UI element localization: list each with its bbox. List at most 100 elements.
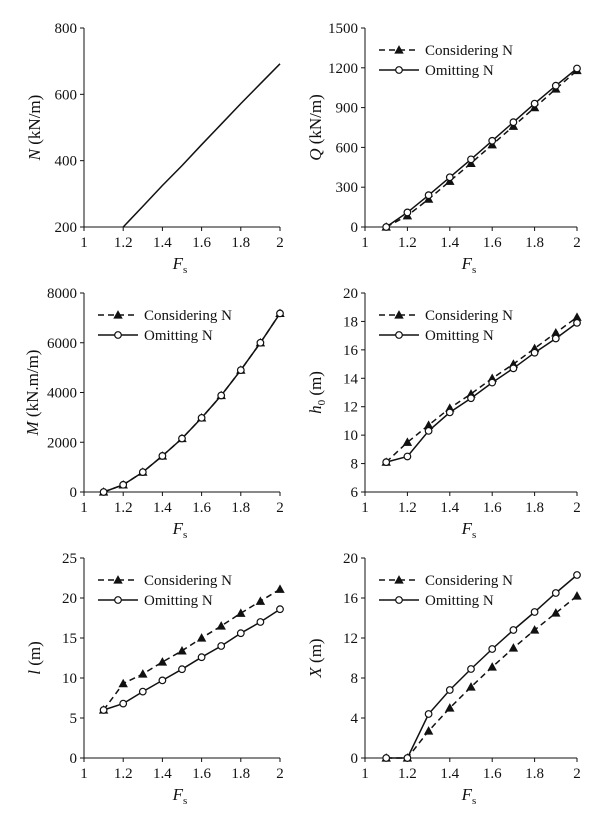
y-tick-label: 10: [62, 671, 77, 687]
data-point: [488, 378, 497, 387]
x-axis-label: Fs: [461, 519, 477, 541]
y-axis-label: l (m): [25, 641, 44, 675]
y-axis-label-main: h: [306, 405, 325, 414]
y-tick-label: 900: [336, 101, 359, 117]
series-line-considering-n: [386, 595, 578, 759]
legend-entry-label: Omitting N: [425, 328, 494, 344]
y-tick-label: 14: [343, 371, 359, 387]
x-tick-label: 1.2: [114, 766, 133, 782]
x-tick-label: 1.4: [153, 500, 172, 516]
data-point: [445, 173, 454, 182]
x-tick-label: 1: [361, 766, 369, 782]
panel-h0: 6 8 10 12 14 16 18 20 1 1.2 1.4 1.6 1.8 2 Fs h0 (m) Cons…: [306, 286, 582, 541]
x-axis-label-main: F: [172, 254, 184, 273]
data-point: [529, 625, 540, 634]
y-axis-label-main: l: [25, 670, 44, 675]
legend-marker: [394, 575, 404, 584]
legend-entry-label: Considering N: [425, 308, 513, 324]
legend-entry-label: Considering N: [144, 308, 232, 324]
y-tick-label: 0: [351, 751, 359, 767]
y-axis-label-unit: (kN/m): [25, 95, 44, 149]
x-axis-label: Fs: [172, 519, 188, 541]
series-line-considering-n: [385, 316, 578, 463]
x-axis-label-main: F: [461, 785, 473, 804]
data-point: [256, 618, 265, 626]
x-tick-label: 1.4: [153, 766, 172, 782]
y-tick-label: 16: [343, 343, 359, 359]
x-tick-label: 2: [276, 500, 284, 516]
data-point: [487, 662, 497, 671]
legend-entry-label: Omitting N: [144, 328, 213, 344]
y-axis-label-unit: (m): [306, 371, 325, 400]
data-point: [551, 589, 560, 597]
data-point: [276, 605, 284, 614]
data-point: [551, 608, 561, 617]
data-point: [445, 408, 454, 417]
data-point: [403, 452, 412, 461]
data-point: [573, 318, 581, 327]
y-tick-label: 10: [343, 428, 358, 444]
y-tick-label: 25: [62, 551, 77, 567]
legend-entry-label: Omitting N: [144, 593, 213, 609]
y-axis-label-main: N: [25, 147, 44, 161]
y-tick-label: 18: [343, 314, 358, 330]
data-point: [217, 642, 226, 650]
y-axis-label-unit: (kN/m): [306, 94, 325, 148]
x-tick-label: 1.6: [483, 766, 502, 782]
y-tick-label: 1200: [328, 61, 358, 77]
x-tick-label: 1.2: [398, 235, 417, 251]
y-tick-label: 20: [62, 591, 77, 607]
legend-entry-label: Considering N: [425, 573, 513, 589]
x-tick-label: 1.6: [483, 235, 502, 251]
y-tick-label: 600: [55, 87, 78, 103]
series-line-omitting-n: [103, 312, 281, 493]
x-tick-label: 2: [573, 235, 581, 251]
series-line-considering-n: [102, 588, 281, 711]
x-axis-label-main: F: [461, 254, 473, 273]
data-point: [530, 99, 539, 108]
y-tick-label: 8: [351, 671, 359, 687]
x-tick-label: 1.8: [525, 500, 544, 516]
data-point: [217, 391, 226, 400]
data-point: [423, 726, 434, 735]
y-axis-label: X (m): [306, 638, 325, 678]
data-point: [445, 703, 455, 712]
legend-marker: [395, 596, 403, 604]
legend-marker: [113, 310, 123, 319]
legend-entry-label: Omitting N: [425, 593, 494, 609]
data-point: [99, 488, 108, 496]
data-point: [467, 665, 475, 673]
legend-marker: [114, 331, 122, 339]
y-axis-label-main: X: [306, 667, 325, 679]
y-tick-label: 1500: [328, 21, 358, 37]
y-tick-label: 12: [343, 400, 358, 416]
y-tick-label: 6: [351, 485, 359, 501]
x-tick-label: 1.6: [192, 500, 211, 516]
y-tick-label: 300: [336, 180, 359, 196]
x-tick-label: 1.4: [440, 235, 459, 251]
y-tick-label: 800: [55, 21, 78, 37]
data-point: [118, 678, 128, 688]
data-point: [467, 394, 475, 403]
y-axis-label-unit: (kN.m/m): [23, 350, 42, 422]
x-tick-label: 1.8: [525, 766, 544, 782]
y-tick-label: 0: [70, 485, 78, 501]
x-tick-label: 2: [276, 766, 284, 782]
data-point: [382, 223, 391, 231]
data-point: [119, 480, 128, 489]
data-point: [403, 208, 412, 217]
y-tick-label: 2000: [47, 435, 77, 451]
data-point: [177, 645, 187, 655]
data-point: [530, 348, 539, 357]
y-axis-label-unit: (m): [306, 638, 325, 667]
y-tick-label: 4000: [47, 386, 77, 402]
legend-marker: [113, 575, 123, 584]
x-tick-label: 1.4: [153, 235, 172, 251]
x-tick-label: 1.8: [231, 500, 250, 516]
y-axis-label-sub: 0: [316, 399, 328, 405]
legend-marker: [395, 331, 403, 339]
data-point: [178, 434, 186, 443]
panel-l: 0 5 10 15 20 25 1 1.2 1.4 1.6 1.8 2 Fs l (m) Consideri…: [25, 551, 285, 807]
y-tick-label: 0: [351, 220, 359, 236]
